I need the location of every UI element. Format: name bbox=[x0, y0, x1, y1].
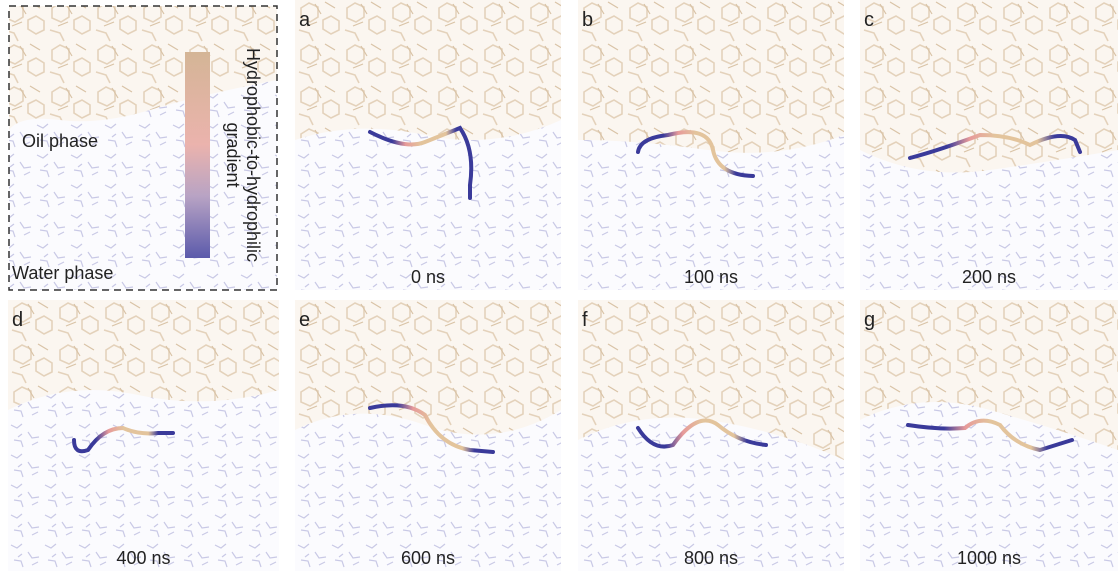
oil-region bbox=[860, 300, 1118, 450]
panel-content bbox=[578, 0, 844, 290]
water-label: Water phase bbox=[12, 263, 113, 283]
panel-content bbox=[578, 300, 844, 571]
time-label: 600 ns bbox=[401, 548, 455, 568]
snapshot-panel: b 100 ns bbox=[578, 0, 844, 290]
polymer-chain bbox=[368, 403, 495, 454]
snapshot-panel: a 0 ns bbox=[295, 0, 561, 290]
panel-label: e bbox=[299, 309, 310, 331]
panels: a 0 ns b 100 ns c 200 ns d 400 ns e 600 ns f 800 ns… bbox=[8, 0, 1118, 571]
panel-content bbox=[295, 0, 561, 290]
polymer-chain bbox=[636, 130, 755, 178]
color-bar bbox=[185, 52, 210, 258]
oil-region bbox=[295, 300, 561, 435]
panel-content bbox=[860, 0, 1118, 290]
panel-content bbox=[8, 300, 279, 571]
polymer-chain bbox=[908, 132, 1082, 160]
gradient-label: gradient bbox=[223, 122, 243, 187]
snapshot-panel: f 800 ns bbox=[578, 300, 844, 571]
time-label: 200 ns bbox=[962, 267, 1016, 287]
polymer-chain bbox=[636, 418, 768, 449]
polymer-chain bbox=[906, 418, 1074, 453]
legend-border bbox=[8, 5, 278, 291]
oil-region bbox=[578, 300, 844, 460]
panel-label: d bbox=[12, 309, 23, 331]
time-label: 1000 ns bbox=[957, 548, 1021, 568]
time-label: 800 ns bbox=[684, 548, 738, 568]
panel-label: f bbox=[582, 309, 588, 331]
oil-region bbox=[295, 0, 561, 140]
oil-region bbox=[578, 0, 844, 153]
time-label: 400 ns bbox=[116, 548, 170, 568]
panel-content bbox=[295, 300, 561, 571]
polymer-chain bbox=[72, 425, 175, 454]
panel-label: c bbox=[864, 9, 874, 31]
snapshot-panel: e 600 ns bbox=[295, 300, 561, 571]
panel-label: g bbox=[864, 309, 875, 331]
oil-region bbox=[8, 300, 279, 410]
snapshot-panel: c 200 ns bbox=[860, 0, 1118, 290]
snapshot-panel: g 1000 ns bbox=[860, 300, 1118, 571]
legend-panel: Oil phase Water phase Hydrophobic-to-hyd… bbox=[8, 5, 278, 291]
polymer-chain bbox=[368, 125, 474, 200]
time-label: 100 ns bbox=[684, 267, 738, 287]
panel-content bbox=[860, 300, 1118, 571]
panel-label: a bbox=[299, 9, 311, 31]
panel-label: b bbox=[582, 9, 593, 31]
gradient-label: Hydrophobic-to-hydrophilic bbox=[243, 48, 263, 262]
time-label: 0 ns bbox=[411, 267, 445, 287]
snapshot-panel: d 400 ns bbox=[8, 300, 279, 571]
oil-label: Oil phase bbox=[22, 131, 98, 151]
oil-region bbox=[860, 0, 1118, 173]
oil-region bbox=[9, 6, 277, 130]
